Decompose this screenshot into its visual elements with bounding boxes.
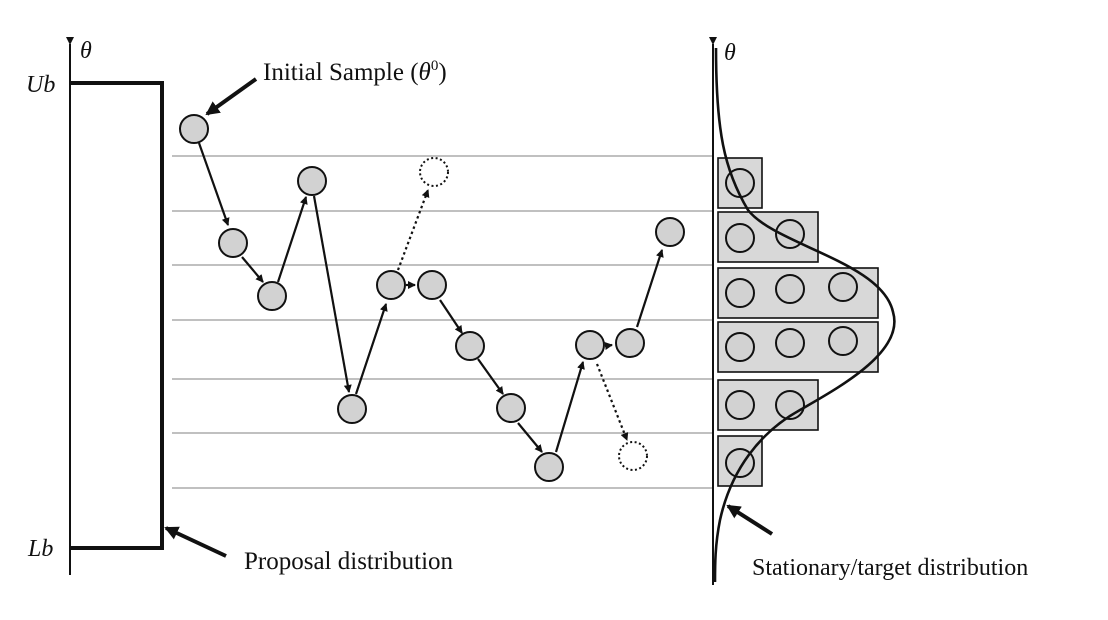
- transition-arrow: [635, 249, 664, 328]
- target-distribution-curve: [713, 47, 896, 583]
- transition-arrow: [477, 358, 504, 395]
- binned-sample: [775, 274, 805, 304]
- transition-arrow: [439, 299, 463, 334]
- lower-bound-label: Lb: [27, 536, 53, 562]
- sample-node: [575, 330, 605, 360]
- transition-arrow: [517, 422, 543, 453]
- sample-node: [218, 228, 248, 258]
- transition-arrow: [197, 142, 230, 226]
- sample-node: [455, 331, 485, 361]
- sample-node: [376, 270, 406, 300]
- target-histogram: [717, 157, 879, 487]
- right-axis-theta-label: θ: [724, 40, 736, 66]
- proposal-distribution-box: [70, 81, 164, 550]
- sample-node: [655, 217, 685, 247]
- transition-arrow: [276, 196, 308, 283]
- sample-node: [615, 328, 645, 358]
- sample-node: [417, 270, 447, 300]
- left-axis-theta-label: θ: [80, 38, 92, 64]
- binned-sample: [775, 328, 805, 358]
- rejected-proposal-arrow: [396, 189, 430, 271]
- rejected-sample-node: [618, 441, 648, 471]
- binned-sample: [725, 278, 755, 308]
- sample-node: [257, 281, 287, 311]
- transition-arrow: [354, 303, 388, 395]
- target-distribution-label: Stationary/target distribution: [752, 555, 1028, 581]
- level-gridlines: [172, 155, 713, 489]
- binned-sample: [828, 326, 858, 356]
- binned-sample: [725, 223, 755, 253]
- binned-sample: [725, 390, 755, 420]
- target-pointer-arrow: [726, 504, 774, 536]
- binned-sample: [828, 272, 858, 302]
- transition-arrow: [604, 342, 613, 350]
- rejected-proposal-arrow: [595, 363, 629, 441]
- markov-chain-transitions: [197, 142, 664, 453]
- transition-arrow: [312, 195, 352, 393]
- transition-arrow: [241, 256, 264, 283]
- upper-bound-label: Ub: [26, 72, 55, 98]
- transition-arrow: [554, 361, 585, 453]
- sample-node: [337, 394, 367, 424]
- proposal-pointer-arrow: [164, 526, 227, 558]
- sample-node: [297, 166, 327, 196]
- chain-samples: [179, 114, 685, 482]
- initial-sample-pointer-arrow: [205, 77, 258, 116]
- right-axis: θ: [709, 37, 736, 585]
- rejected-sample-node: [419, 157, 449, 187]
- sample-node: [496, 393, 526, 423]
- sample-node: [534, 452, 564, 482]
- initial-sample-label: Initial Sample (θ0): [263, 58, 447, 86]
- left-axis: θ Ub Lb: [26, 37, 92, 575]
- binned-sample: [725, 332, 755, 362]
- initial-sample-node: [179, 114, 209, 144]
- proposal-distribution-label: Proposal distribution: [244, 548, 454, 575]
